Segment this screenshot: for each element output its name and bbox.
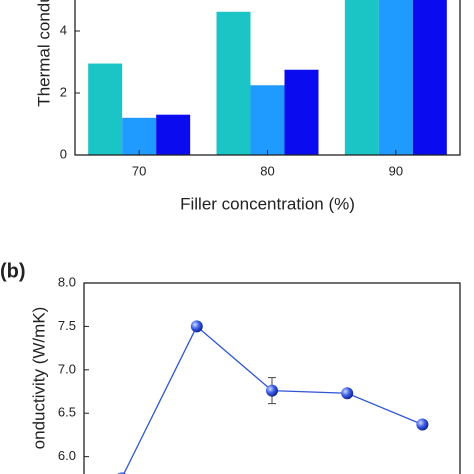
marker xyxy=(416,418,429,431)
y-axis-label: onductivity (W/mK) xyxy=(29,307,48,450)
x-tick-label: 70 xyxy=(132,163,146,178)
bar xyxy=(88,63,123,155)
panel-label: (b) xyxy=(0,260,26,282)
bar xyxy=(216,11,251,155)
y-axis-label: Thermal condu xyxy=(34,0,53,107)
bar xyxy=(122,117,157,155)
y-tick-label: 7.5 xyxy=(58,318,76,333)
bar xyxy=(284,69,319,155)
plot-area xyxy=(117,320,429,474)
x-tick-label: 90 xyxy=(389,163,403,178)
y-tick-label: 0 xyxy=(60,146,67,161)
y-tick-label: 7.0 xyxy=(58,361,76,376)
bar xyxy=(344,0,379,155)
bar xyxy=(156,114,191,155)
y-tick-label: 4 xyxy=(60,22,67,37)
y-tick-label: 8.0 xyxy=(58,274,76,289)
bar xyxy=(250,85,285,155)
marker xyxy=(190,320,203,333)
marker xyxy=(341,387,354,400)
x-axis-label: Filler concentration (%) xyxy=(180,194,355,213)
plot-area xyxy=(88,0,447,155)
y-tick-label: 6.5 xyxy=(58,405,76,420)
bar xyxy=(412,0,447,155)
marker xyxy=(266,384,278,397)
y-tick-label: 2 xyxy=(60,84,67,99)
bar xyxy=(378,0,413,155)
x-tick-label: 80 xyxy=(260,163,274,178)
axes-frame xyxy=(83,282,461,474)
y-tick-label: 6.0 xyxy=(58,448,76,463)
